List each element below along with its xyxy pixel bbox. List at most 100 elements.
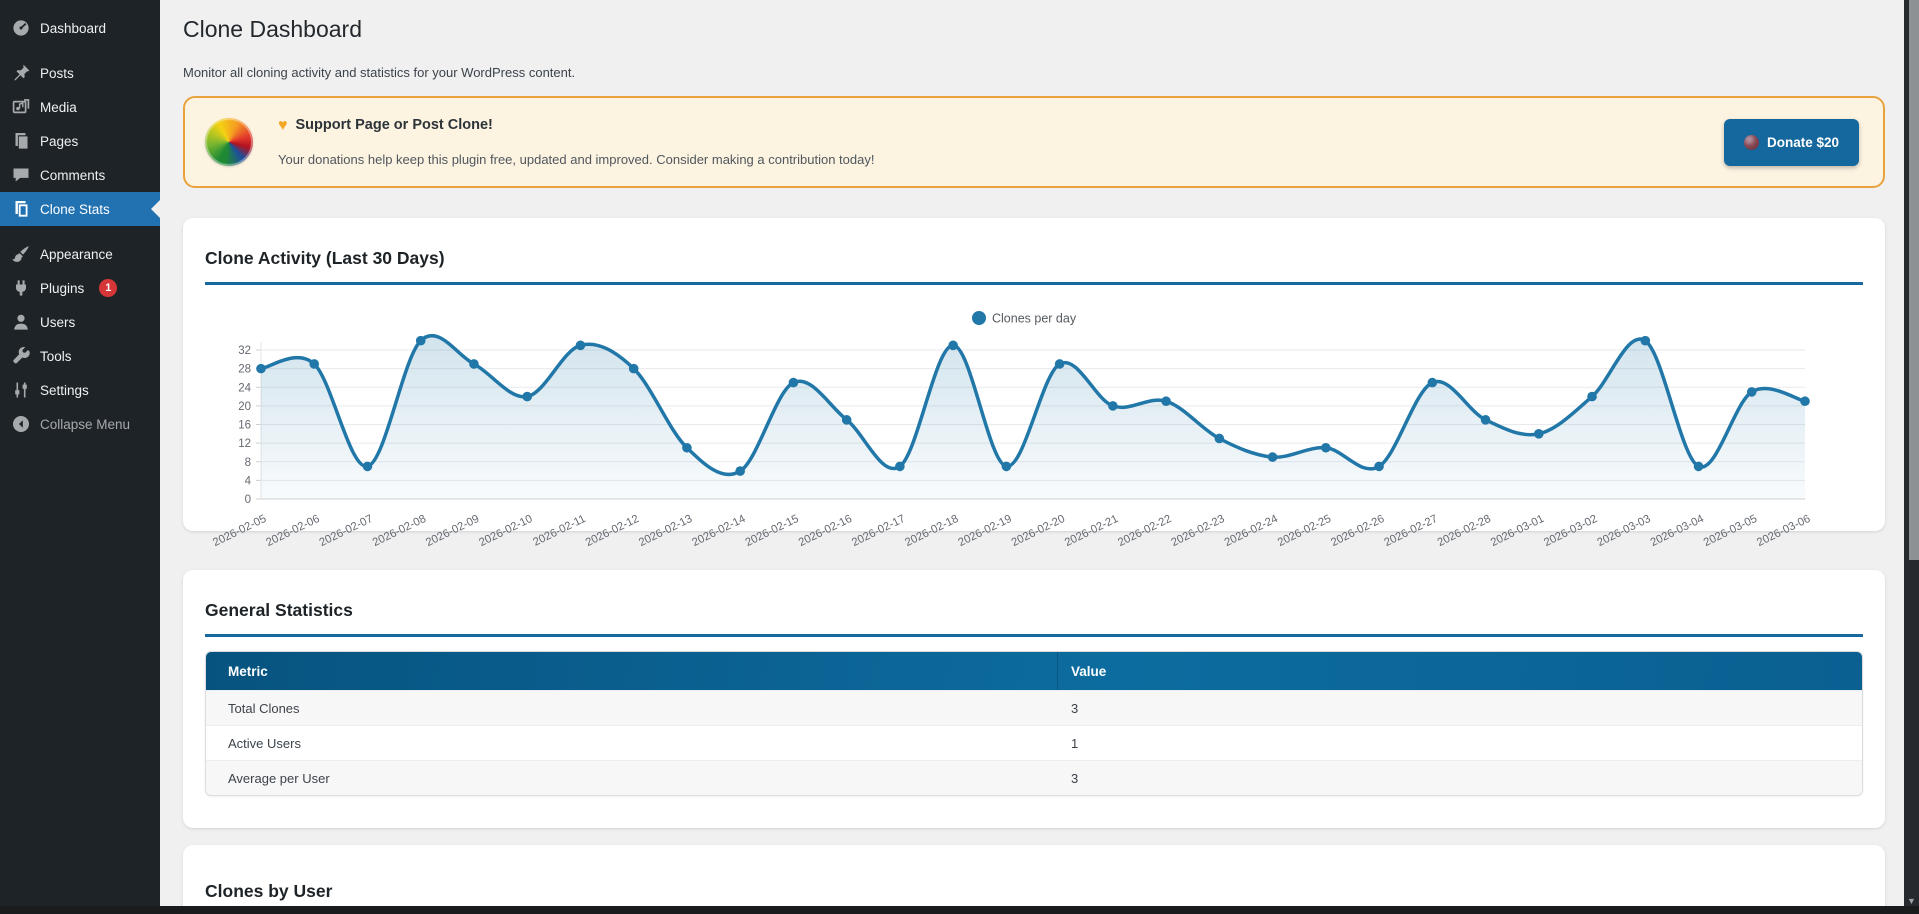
clone-activity-card: Clone Activity (Last 30 Days) 0 4 8 12 16 20 2… [183, 218, 1885, 549]
banner-text: ♥ Support Page or Post Clone! Your donati… [278, 117, 1724, 167]
value-cell: 1 [1071, 735, 1079, 751]
svg-text:2026-02-16: 2026-02-16 [797, 513, 854, 549]
svg-text:2026-03-01: 2026-03-01 [1489, 513, 1546, 549]
svg-text:2026-02-15: 2026-02-15 [744, 513, 801, 549]
sidebar-item-appearance[interactable]: Appearance [0, 237, 160, 271]
clones-by-user-card: Clones by User [183, 845, 1885, 914]
svg-text:2026-02-07: 2026-02-07 [318, 513, 375, 549]
svg-text:2026-02-13: 2026-02-13 [637, 513, 694, 549]
svg-text:2026-03-04: 2026-03-04 [1649, 513, 1706, 549]
svg-text:4: 4 [245, 475, 252, 487]
svg-text:12: 12 [238, 438, 251, 450]
svg-text:2026-02-09: 2026-02-09 [424, 513, 481, 549]
svg-text:2026-02-10: 2026-02-10 [477, 513, 534, 549]
sidebar-item-plugins[interactable]: Plugins 1 [0, 271, 160, 305]
svg-text:2026-02-19: 2026-02-19 [956, 513, 1013, 549]
sidebar-item-clone-stats[interactable]: Clone Stats [0, 192, 160, 226]
donation-banner: ♥ Support Page or Post Clone! Your donati… [183, 96, 1885, 188]
clone-pages-icon [11, 199, 31, 219]
metric-cell: Active Users [228, 735, 301, 751]
table-row: Average per User 3 [206, 760, 1862, 795]
legend-label: Clones per day [992, 312, 1077, 326]
gauge-icon [11, 18, 31, 38]
stats-card-title: General Statistics [205, 600, 353, 620]
svg-text:2026-02-20: 2026-02-20 [1010, 513, 1067, 549]
donate-coffee-icon [1743, 134, 1759, 150]
stats-table: Metric Value Total Clones 3 Active Users 1 A… [205, 651, 1863, 796]
sidebar-item-label: Dashboard [40, 20, 107, 36]
sidebar-item-pages[interactable]: Pages [0, 124, 160, 158]
sidebar-item-settings[interactable]: Settings [0, 373, 160, 407]
svg-text:2026-03-02: 2026-03-02 [1542, 513, 1599, 549]
stats-table-header: Metric Value [206, 652, 1862, 690]
svg-text:0: 0 [245, 494, 251, 506]
user-icon [11, 312, 31, 332]
chart-area[interactable]: 0 4 8 12 16 20 24 28 32 2026-02-05 2026-02-06 2026-… [205, 305, 1863, 555]
sidebar-item-label: Users [40, 314, 76, 330]
user-card-title: Clones by User [205, 881, 333, 901]
sidebar-item-label: Plugins [40, 280, 85, 296]
svg-text:2026-03-05: 2026-03-05 [1702, 513, 1759, 549]
sidebar-item-users[interactable]: Users [0, 305, 160, 339]
page-subtitle: Monitor all cloning activity and statist… [183, 65, 576, 80]
svg-text:2026-02-23: 2026-02-23 [1169, 513, 1226, 549]
svg-text:2026-02-21: 2026-02-21 [1063, 513, 1120, 549]
sidebar-item-dashboard[interactable]: Dashboard [0, 11, 160, 45]
update-count-badge: 1 [99, 279, 118, 297]
svg-text:8: 8 [245, 457, 251, 469]
clones-per-day-chart[interactable]: 0481216202428322026-02-052026-02-062026-… [205, 305, 1863, 555]
collapse-arrow-icon [11, 414, 31, 434]
scroll-down-arrow-icon[interactable]: ▼ [1907, 896, 1916, 906]
svg-text:2026-02-14: 2026-02-14 [690, 513, 747, 549]
svg-text:16: 16 [238, 420, 251, 432]
sidebar-item-comments[interactable]: Comments [0, 158, 160, 192]
sidebar-item-collapse[interactable]: Collapse Menu [0, 407, 160, 441]
sidebar-item-label: Settings [40, 382, 89, 398]
sidebar-item-media[interactable]: Media [0, 90, 160, 124]
plug-icon [11, 278, 31, 298]
value-cell: 3 [1071, 770, 1079, 786]
admin-sidebar: Dashboard Posts Media Pages Comments Clone St… [0, 0, 160, 914]
heart-icon: ♥ [278, 117, 288, 134]
sidebar-item-label: Appearance [40, 246, 113, 262]
sliders-icon [11, 380, 31, 400]
sidebar-item-label: Clone Stats [40, 201, 110, 217]
svg-text:2026-03-06: 2026-03-06 [1755, 513, 1812, 549]
svg-text:2026-02-26: 2026-02-26 [1329, 513, 1386, 549]
svg-text:2026-02-18: 2026-02-18 [903, 513, 960, 549]
svg-text:28: 28 [238, 364, 251, 376]
svg-text:2026-02-17: 2026-02-17 [850, 513, 907, 549]
general-statistics-card: General Statistics Metric Value Total Cl… [183, 570, 1885, 828]
sidebar-menu: Dashboard Posts Media Pages Comments Clone St… [0, 11, 160, 441]
sidebar-item-tools[interactable]: Tools [0, 339, 160, 373]
legend-marker [972, 311, 986, 325]
svg-text:2026-02-08: 2026-02-08 [371, 513, 428, 549]
svg-text:2026-02-06: 2026-02-06 [264, 513, 321, 549]
sidebar-item-label: Pages [40, 133, 79, 149]
sidebar-item-label: Collapse Menu [40, 416, 131, 432]
svg-text:2026-02-28: 2026-02-28 [1436, 513, 1493, 549]
value-cell: 3 [1071, 700, 1079, 716]
donate-button[interactable]: Donate $20 [1723, 118, 1859, 166]
svg-text:24: 24 [238, 382, 251, 394]
vertical-scrollbar[interactable]: ▼ [1904, 0, 1919, 914]
scrollbar-thumb[interactable] [1909, 0, 1919, 560]
stats-table-body: Total Clones 3 Active Users 1 Average per Us… [206, 690, 1862, 795]
title-underline [205, 282, 1863, 285]
svg-text:2026-02-24: 2026-02-24 [1223, 513, 1280, 549]
sidebar-item-label: Posts [40, 65, 74, 81]
svg-text:2026-02-22: 2026-02-22 [1116, 513, 1173, 549]
paintbrush-icon [11, 244, 31, 264]
sidebar-item-label: Tools [40, 348, 72, 364]
sidebar-item-label: Comments [40, 167, 106, 183]
sidebar-item-label: Media [40, 99, 77, 115]
main-content: Clone Dashboard Monitor all cloning acti… [160, 0, 1904, 914]
table-row: Active Users 1 [206, 725, 1862, 760]
svg-text:2026-02-25: 2026-02-25 [1276, 513, 1333, 549]
banner-heading: ♥ Support Page or Post Clone! [278, 117, 493, 134]
pushpin-icon [11, 63, 31, 83]
svg-text:2026-03-03: 2026-03-03 [1595, 513, 1652, 549]
sidebar-item-posts[interactable]: Posts [0, 56, 160, 90]
value-header: Value [1071, 663, 1107, 679]
